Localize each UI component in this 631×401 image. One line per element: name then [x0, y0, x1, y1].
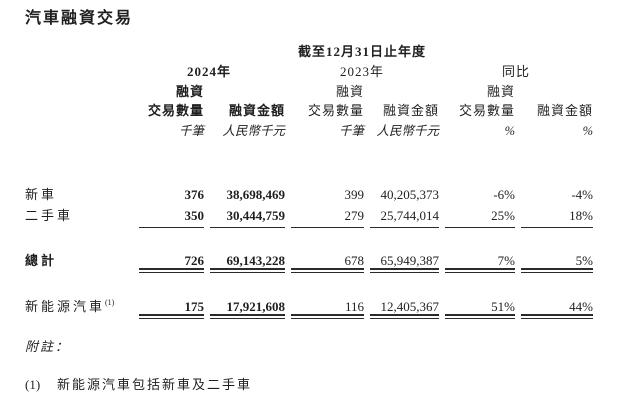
- row-label-total: 總計: [25, 253, 58, 268]
- cell-new-car-yoy-amount: -4%: [571, 187, 593, 202]
- period-header: 截至12月31日止年度: [297, 44, 426, 59]
- financing-label-2024: 融資: [175, 84, 204, 99]
- table-row-total: 總計 726 69,143,228 678 65,949,387 7% 5%: [25, 253, 593, 268]
- row-label-new-car: 新車: [25, 187, 58, 202]
- footnote-text: 新能源汽車包括新車及二手車: [57, 377, 253, 392]
- spacer: [25, 278, 593, 299]
- cell-nev-2024-count: 175: [184, 299, 205, 314]
- empty-cell: [364, 85, 439, 104]
- unit-yoy-amount: %: [582, 124, 593, 138]
- page-title: 汽車融資交易: [25, 10, 134, 27]
- financing-label-yoy: 融資: [486, 84, 515, 99]
- empty-cell: [204, 85, 285, 104]
- nev-double-rule-row: [25, 314, 593, 324]
- unit-2023-count: 千筆: [338, 124, 364, 138]
- cell-total-2024-amount: 69,143,228: [226, 253, 286, 268]
- cell-new-car-2024-count: 376: [184, 187, 205, 202]
- footnote-ref-1: (1): [105, 298, 115, 307]
- total-double-rule-row: [25, 268, 593, 278]
- cell-total-yoy-amount: 5%: [575, 253, 593, 268]
- col-2024-count: 交易數量: [147, 103, 204, 118]
- cell-new-car-2023-count: 399: [344, 187, 365, 202]
- double-rule: [285, 314, 364, 324]
- cell-nev-2023-amount: 12,405,367: [380, 299, 440, 314]
- spacer: [25, 228, 593, 253]
- empty-cell: [25, 65, 133, 85]
- double-rule: [515, 314, 593, 324]
- col-2023-amount: 融資金額: [382, 103, 439, 118]
- auto-financing-table: 截至12月31日止年度 2024年 2023年 同比 融資 融資 融資 交易數量…: [25, 44, 593, 324]
- table-row-new-car: 新車 376 38,698,469 399 40,205,373 -6% -4%: [25, 188, 593, 209]
- empty-cell: [25, 104, 133, 124]
- financing-subheader-row: 融資 融資 融資: [25, 85, 593, 104]
- footnote-item-1: (1) 新能源汽車包括新車及二手車: [25, 377, 631, 392]
- empty-cell: [25, 314, 133, 324]
- cell-total-yoy-count: 7%: [497, 253, 515, 268]
- empty-cell: [25, 44, 133, 65]
- cell-new-car-2023-amount: 40,205,373: [380, 187, 440, 202]
- row-label-nev: 新能源汽車(1): [25, 298, 133, 315]
- double-rule: [439, 314, 515, 324]
- row-label-used-car: 二手車: [25, 208, 74, 223]
- table-row-used-car: 二手車 350 30,444,759 279 25,744,014 25% 18…: [25, 209, 593, 228]
- empty-cell: [439, 44, 593, 65]
- year-2024-header: 2024年: [186, 64, 231, 79]
- double-rule: [515, 268, 593, 278]
- double-rule: [285, 268, 364, 278]
- cell-used-car-2024-count: 350: [139, 209, 204, 228]
- cell-total-2023-count: 678: [344, 253, 365, 268]
- cell-used-car-yoy-count: 25%: [445, 209, 515, 228]
- col-yoy-amount: 融資金額: [536, 103, 593, 118]
- cell-total-2023-amount: 65,949,387: [380, 253, 440, 268]
- double-rule: [204, 314, 285, 324]
- unit-2023-amount: 人民幣千元: [376, 124, 439, 138]
- spacer: [25, 144, 593, 188]
- col-2023-count: 交易數量: [307, 103, 364, 118]
- empty-cell: [25, 268, 133, 278]
- cell-used-car-2023-amount: 25,744,014: [370, 209, 439, 228]
- unit-2024-amount: 人民幣千元: [222, 124, 285, 138]
- double-rule: [133, 268, 204, 278]
- double-rule: [364, 314, 439, 324]
- empty-cell: [25, 85, 133, 104]
- period-header-row: 截至12月31日止年度: [25, 44, 593, 65]
- double-rule: [133, 314, 204, 324]
- year-header-row: 2024年 2023年 同比: [25, 65, 593, 85]
- unit-yoy-count: %: [504, 124, 515, 138]
- column-header-row: 交易數量 融資金額 交易數量 融資金額 交易數量 融資金額: [25, 104, 593, 124]
- double-rule: [204, 268, 285, 278]
- unit-2024-count: 千筆: [178, 124, 204, 138]
- double-rule: [439, 268, 515, 278]
- cell-new-car-yoy-count: -6%: [493, 187, 515, 202]
- yoy-header: 同比: [501, 64, 530, 79]
- footnotes-section: 附註： (1) 新能源汽車包括新車及二手車: [25, 339, 631, 392]
- footnote-marker: (1): [25, 377, 41, 392]
- empty-cell: [515, 85, 593, 104]
- row-label-nev-text: 新能源汽車: [25, 299, 106, 314]
- year-2023-header: 2023年: [339, 64, 384, 79]
- cell-nev-2023-count: 116: [344, 299, 364, 314]
- cell-nev-yoy-count: 51%: [491, 299, 515, 314]
- cell-new-car-2024-amount: 38,698,469: [226, 187, 286, 202]
- cell-used-car-2023-count: 279: [291, 209, 364, 228]
- table-row-nev: 新能源汽車(1) 175 17,921,608 116 12,405,367 5…: [25, 298, 593, 315]
- col-yoy-count: 交易數量: [458, 103, 515, 118]
- cell-used-car-2024-amount: 30,444,759: [210, 209, 285, 228]
- double-rule: [364, 268, 439, 278]
- empty-cell: [25, 124, 133, 144]
- financing-label-2023: 融資: [335, 84, 364, 99]
- empty-cell: [133, 44, 285, 65]
- cell-used-car-yoy-amount: 18%: [521, 209, 593, 228]
- cell-nev-yoy-amount: 44%: [569, 299, 593, 314]
- units-row: 千筆 人民幣千元 千筆 人民幣千元 % %: [25, 124, 593, 144]
- cell-total-2024-count: 726: [184, 253, 205, 268]
- col-2024-amount: 融資金額: [228, 103, 285, 118]
- footnotes-heading: 附註：: [25, 339, 71, 354]
- cell-nev-2024-amount: 17,921,608: [226, 299, 286, 314]
